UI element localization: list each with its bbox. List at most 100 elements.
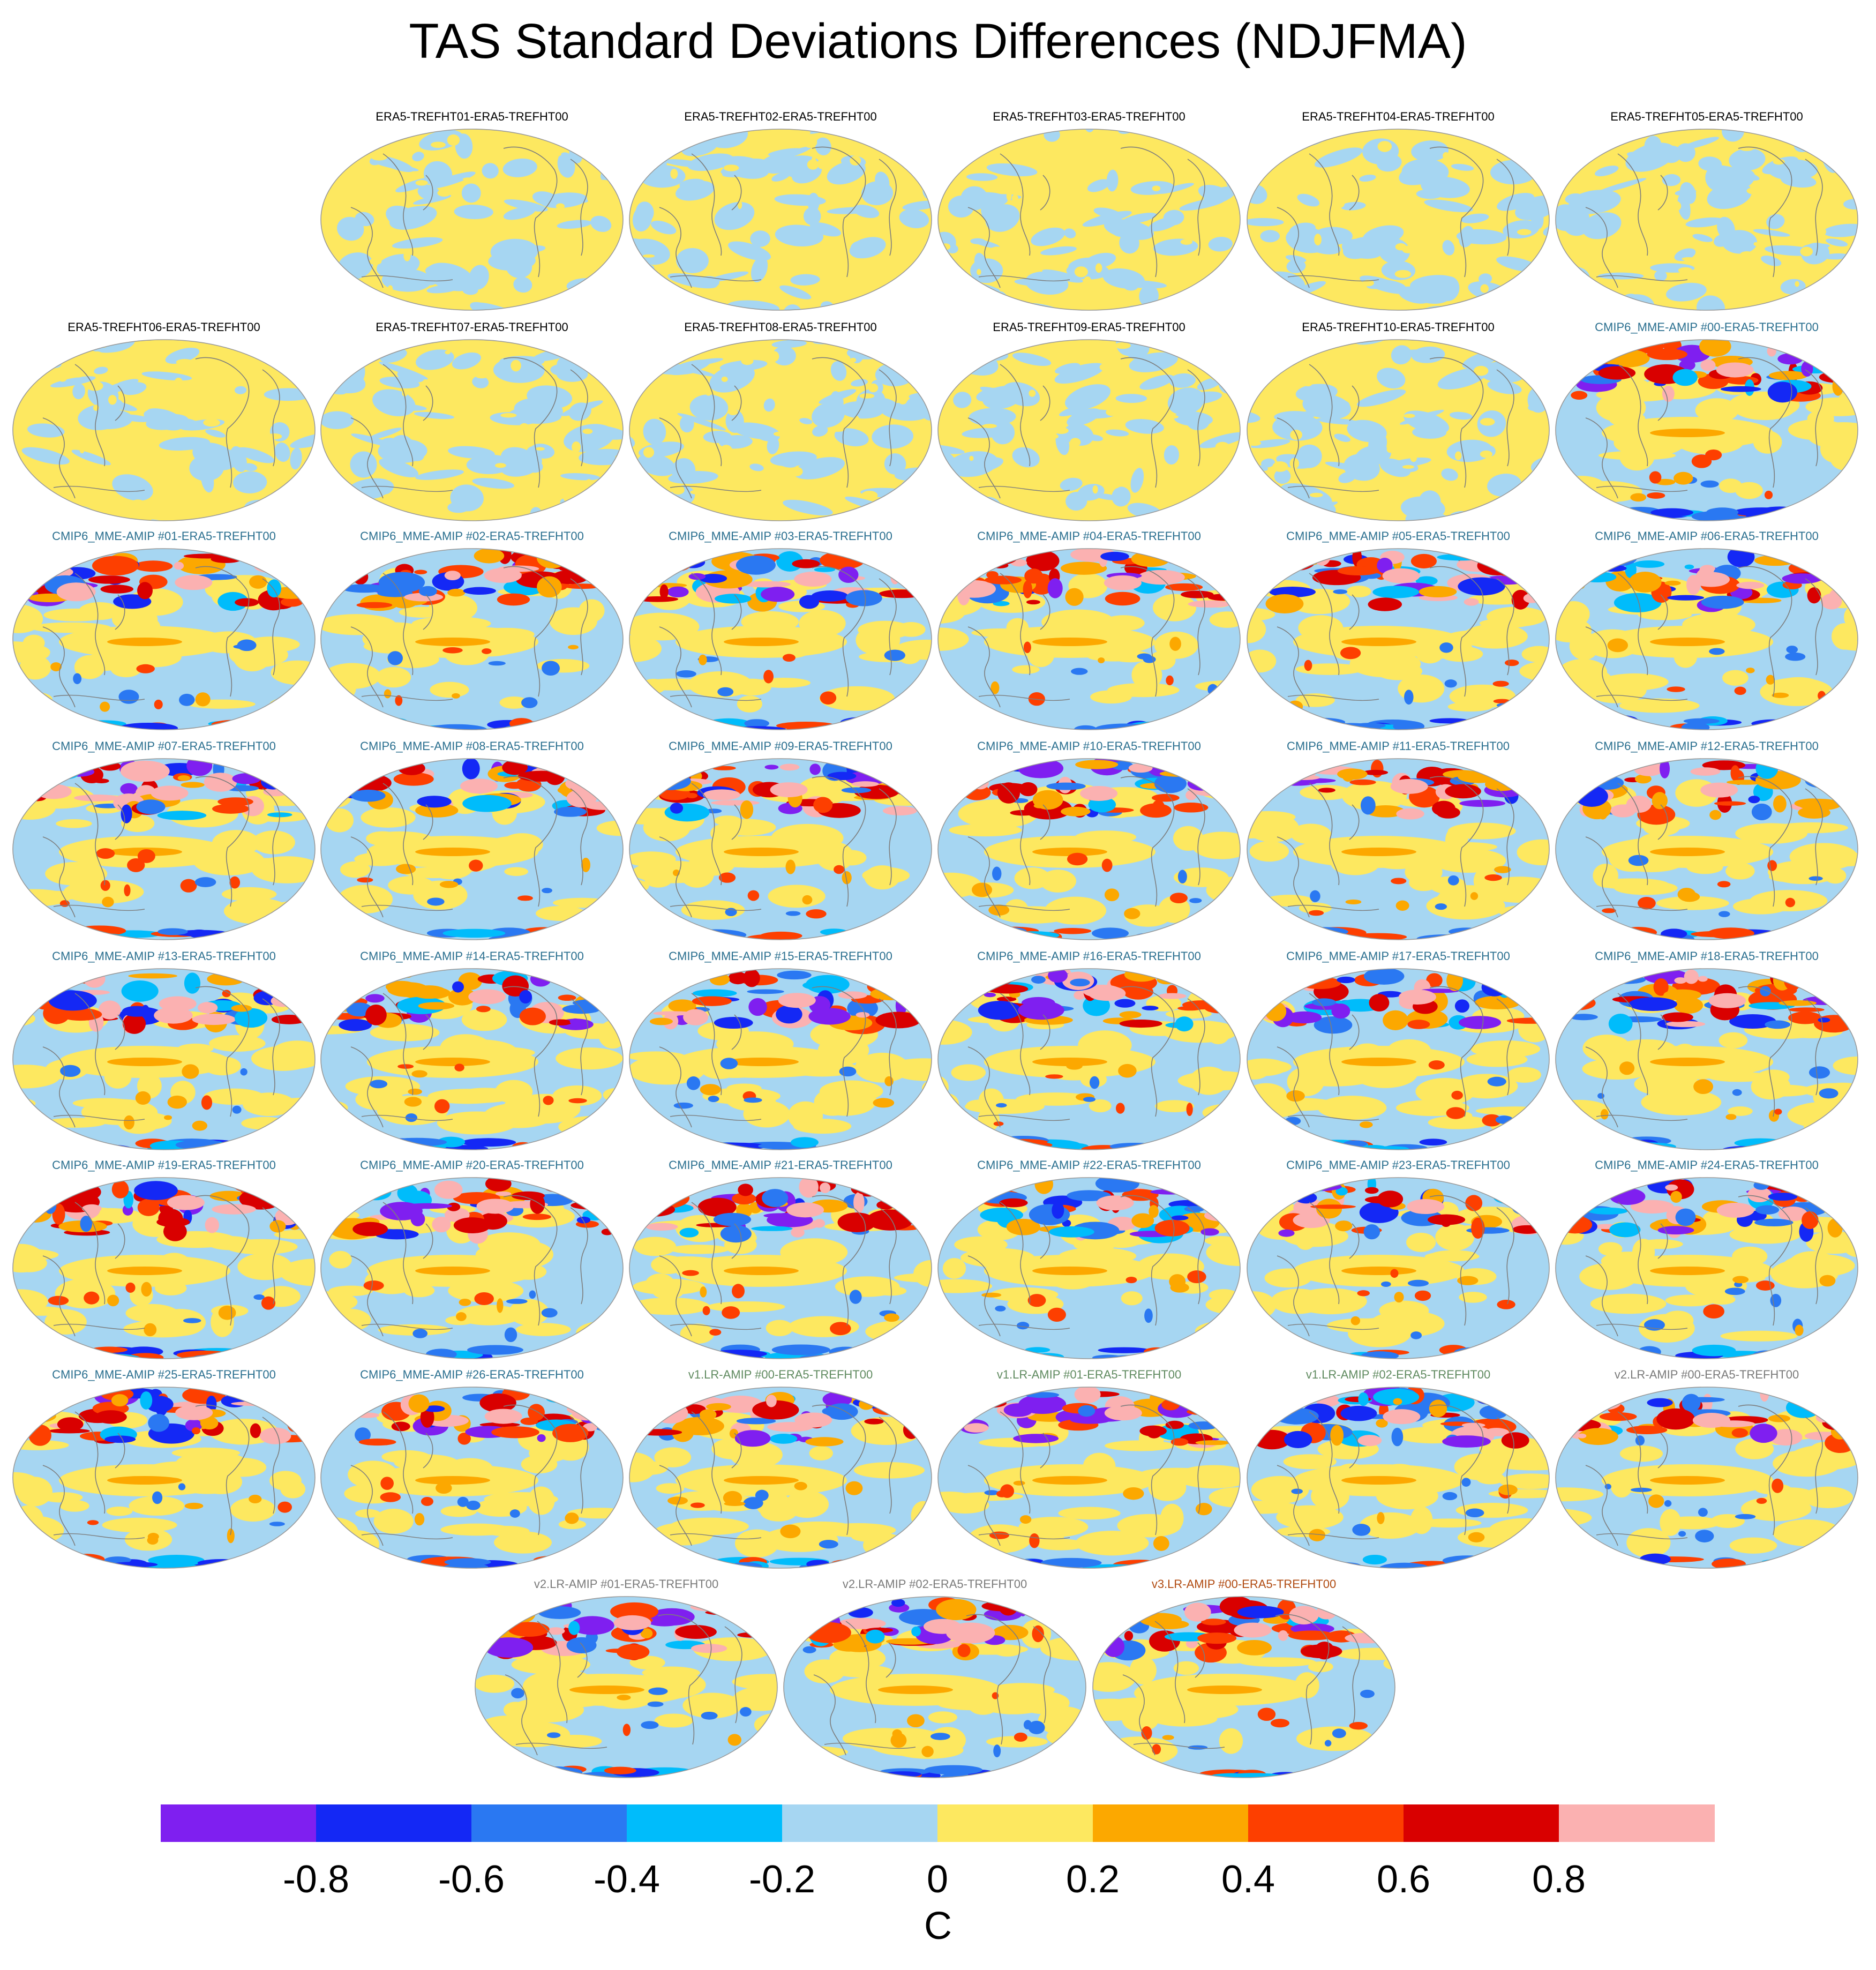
anomaly-patch <box>1114 342 1131 349</box>
coastline <box>967 626 1001 708</box>
anomaly-patch <box>1675 189 1697 196</box>
anomaly-patch <box>1407 1279 1429 1287</box>
anomaly-patch <box>1366 805 1405 818</box>
anomaly-patch <box>1071 668 1088 675</box>
panel-title: CMIP6_MME-AMIP #07-ERA5-TREFHT00 <box>52 739 276 753</box>
anomaly-patch <box>1360 275 1407 294</box>
anomaly-patch <box>585 479 593 489</box>
anomaly-patch <box>1335 1187 1348 1196</box>
anomaly-patch <box>1025 1347 1050 1353</box>
coastline <box>1120 1404 1175 1535</box>
anomaly-patch <box>534 423 550 431</box>
map-outline <box>320 1177 624 1359</box>
anomaly-patch <box>154 1007 193 1024</box>
anomaly-patch <box>397 972 413 978</box>
anomaly-patch <box>1706 507 1739 518</box>
anomaly-patch <box>1184 1205 1205 1212</box>
anomaly-patch <box>938 292 950 296</box>
anomaly-patch <box>1480 418 1495 426</box>
anomaly-patch <box>222 990 231 998</box>
anomaly-patch <box>1775 723 1813 730</box>
anomaly-patch <box>1148 1474 1187 1501</box>
map-panel: CMIP6_MME-AMIP #09-ERA5-TREFHT00 <box>627 739 934 943</box>
anomaly-patch <box>1773 1519 1842 1547</box>
anomaly-patch <box>1598 366 1636 380</box>
coastline <box>1309 783 1340 886</box>
anomaly-patch <box>1335 1220 1353 1232</box>
anomaly-patch <box>341 584 387 593</box>
anomaly-patch <box>1476 1394 1515 1405</box>
anomaly-patch <box>1029 1770 1059 1778</box>
anomaly-patch <box>938 1279 993 1293</box>
anomaly-patch <box>325 398 339 402</box>
colorbar-units: C <box>924 1905 952 1947</box>
enso-anomaly <box>107 1058 182 1066</box>
anomaly-patch <box>346 934 386 940</box>
coastline <box>195 357 250 488</box>
anomaly-patch <box>1333 589 1348 594</box>
anomaly-patch <box>686 792 698 799</box>
anomaly-patch <box>1104 1405 1142 1421</box>
anomaly-patch <box>418 586 437 597</box>
coastline <box>1349 804 1360 840</box>
anomaly-patch <box>1684 564 1694 570</box>
anomaly-patch <box>894 1273 932 1283</box>
anomaly-patch <box>35 724 72 730</box>
anomaly-patch <box>900 701 910 708</box>
anomaly-patch <box>1377 141 1392 152</box>
anomaly-patch <box>21 890 84 901</box>
map-panel: v3.LR-AMIP #00-ERA5-TREFHT00 <box>1091 1577 1397 1781</box>
anomaly-patch <box>1335 199 1345 208</box>
anomaly-patch <box>830 1559 873 1568</box>
anomaly-patch <box>604 1766 636 1774</box>
anomaly-patch <box>1774 1108 1782 1115</box>
coastline <box>1596 1114 1688 1121</box>
anomaly-patch <box>839 1066 857 1077</box>
anomaly-patch <box>1101 858 1113 872</box>
anomaly-patch <box>882 806 917 816</box>
anomaly-patch <box>1772 1478 1784 1493</box>
anomaly-patch <box>484 1409 522 1424</box>
anomaly-patch <box>1605 771 1616 776</box>
anomaly-patch <box>1119 232 1139 254</box>
anomaly-patch <box>1200 1228 1219 1236</box>
anomaly-patch <box>1293 518 1312 521</box>
anomaly-patch <box>1445 784 1481 799</box>
anomaly-patch <box>1092 927 1129 939</box>
anomaly-patch <box>457 1496 469 1507</box>
anomaly-patch <box>229 876 241 889</box>
coastline <box>423 804 433 840</box>
anomaly-patch <box>13 716 71 726</box>
anomaly-patch <box>1152 594 1197 621</box>
anomaly-patch <box>1517 229 1532 235</box>
coastline <box>1309 1202 1340 1305</box>
anomaly-patch <box>412 1329 428 1338</box>
anomaly-patch <box>277 1501 292 1513</box>
anomaly-patch <box>329 1141 351 1149</box>
anomaly-patch <box>536 552 560 558</box>
anomaly-patch <box>252 384 259 389</box>
anomaly-patch <box>1590 549 1638 567</box>
anomaly-patch <box>434 1180 463 1199</box>
anomaly-patch <box>1265 129 1283 138</box>
anomaly-patch <box>1317 1096 1387 1120</box>
anomaly-patch <box>1480 765 1517 770</box>
anomaly-patch <box>657 556 704 563</box>
map-outline <box>937 758 1241 940</box>
anomaly-patch <box>132 499 144 505</box>
coastline <box>74 1202 106 1305</box>
anomaly-patch <box>506 1299 528 1304</box>
world-map <box>1555 1387 1858 1569</box>
anomaly-patch <box>165 347 200 364</box>
anomaly-patch <box>178 1483 186 1490</box>
anomaly-patch <box>1395 900 1409 911</box>
anomaly-patch <box>285 574 299 581</box>
anomaly-patch <box>1698 976 1708 982</box>
anomaly-patch <box>337 515 374 521</box>
anomaly-patch <box>1758 506 1802 518</box>
anomaly-patch <box>1832 377 1844 396</box>
coastline <box>361 694 453 701</box>
anomaly-patch <box>1106 169 1119 192</box>
coastline <box>691 783 722 886</box>
anomaly-patch <box>897 557 921 571</box>
